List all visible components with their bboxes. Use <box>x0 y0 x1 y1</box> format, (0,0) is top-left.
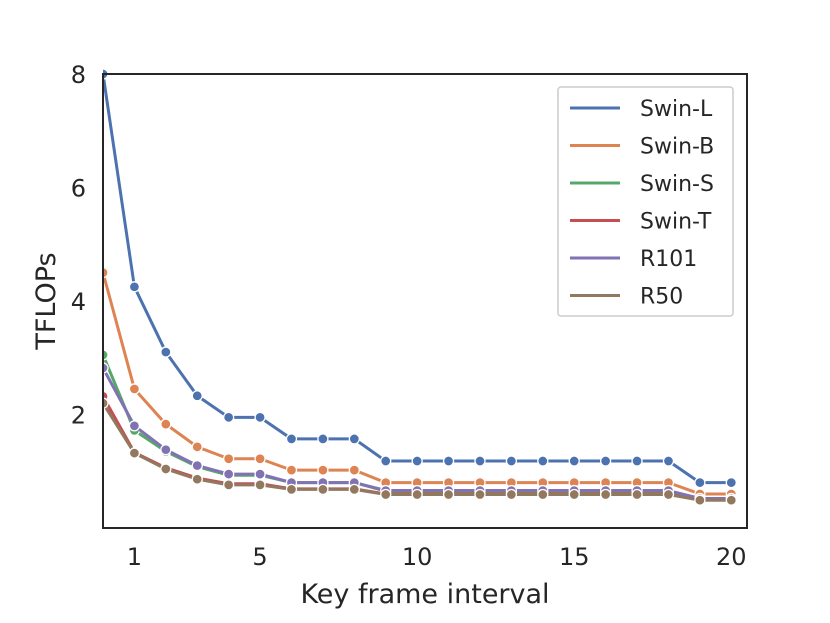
legend-item: R50 <box>570 285 683 310</box>
data-point <box>103 397 109 409</box>
data-point <box>537 488 549 501</box>
series-layer <box>103 68 737 506</box>
data-point <box>285 464 298 476</box>
data-point <box>128 420 141 432</box>
data-point <box>505 488 518 501</box>
data-point <box>223 453 235 465</box>
data-point <box>725 476 737 489</box>
x-axis-label: Key frame interval <box>300 579 549 610</box>
x-tick-label: 1 <box>127 543 142 571</box>
data-point <box>191 441 203 453</box>
data-point <box>254 453 266 465</box>
data-point <box>411 488 423 501</box>
data-point <box>662 488 675 501</box>
y-tick-label: 8 <box>71 61 86 89</box>
data-point <box>285 483 298 496</box>
data-point <box>348 483 360 496</box>
y-axis-label: TFLOPs <box>31 252 62 350</box>
data-point <box>317 464 329 476</box>
legend-item: Swin-S <box>570 172 714 197</box>
legend-label: R101 <box>640 247 697 272</box>
x-tick-label: 5 <box>252 543 267 571</box>
legend-label: Swin-L <box>640 97 713 122</box>
data-point <box>191 390 203 402</box>
x-tick-label: 20 <box>716 543 747 571</box>
data-point <box>160 463 172 475</box>
y-tick-label: 6 <box>71 175 86 203</box>
data-point <box>223 468 235 480</box>
data-point <box>348 464 360 476</box>
data-point <box>128 281 141 293</box>
legend-label: Swin-T <box>640 210 712 235</box>
y-tick-label: 4 <box>71 288 86 316</box>
data-point <box>380 455 392 467</box>
legend-item: Swin-T <box>570 210 712 235</box>
data-point <box>317 483 329 496</box>
data-point <box>725 494 737 506</box>
legend: Swin-L Swin-B Swin-S Swin-T R101 R50 <box>557 86 734 317</box>
data-point <box>568 455 580 467</box>
data-point <box>285 433 298 445</box>
data-point <box>254 411 266 423</box>
data-point <box>599 488 612 501</box>
data-point <box>128 383 141 395</box>
y-tick-label: 2 <box>71 402 86 430</box>
data-point <box>599 455 612 467</box>
data-point <box>380 488 392 501</box>
data-point <box>254 468 266 480</box>
data-point <box>474 488 486 501</box>
data-point <box>474 455 486 467</box>
legend-label: Swin-B <box>640 135 714 160</box>
data-point <box>103 266 109 279</box>
data-point <box>505 455 518 467</box>
data-point <box>254 479 266 491</box>
data-point <box>442 488 455 501</box>
legend-item: R101 <box>570 247 697 272</box>
series-r50 <box>103 397 737 506</box>
data-point <box>160 346 172 358</box>
data-point <box>191 473 203 485</box>
data-point <box>631 488 643 501</box>
data-point <box>537 455 549 467</box>
legend-label: Swin-S <box>640 172 714 197</box>
data-point <box>662 455 675 467</box>
series-swin-l <box>103 68 737 489</box>
data-point <box>411 455 423 467</box>
data-point <box>160 444 172 456</box>
data-point <box>694 494 706 506</box>
data-point <box>348 433 360 445</box>
data-point <box>223 479 235 491</box>
data-point <box>160 418 172 430</box>
data-point <box>103 362 109 374</box>
legend-item: Swin-B <box>570 135 714 160</box>
x-tick-labels: 1 5 10 15 20 <box>127 543 747 571</box>
data-point <box>442 455 455 467</box>
x-tick-label: 15 <box>559 543 590 571</box>
data-point <box>631 455 643 467</box>
legend-label: R50 <box>640 285 683 310</box>
y-tick-labels: 2 4 6 8 <box>71 61 86 430</box>
data-point <box>103 349 109 361</box>
data-point <box>694 476 706 489</box>
data-point <box>191 459 203 472</box>
data-point <box>223 411 235 423</box>
plot-frame <box>102 73 748 529</box>
x-tick-label: 10 <box>402 543 433 571</box>
data-point <box>317 433 329 445</box>
data-point <box>568 488 580 501</box>
data-point <box>128 447 141 459</box>
legend-item: Swin-L <box>570 97 713 122</box>
